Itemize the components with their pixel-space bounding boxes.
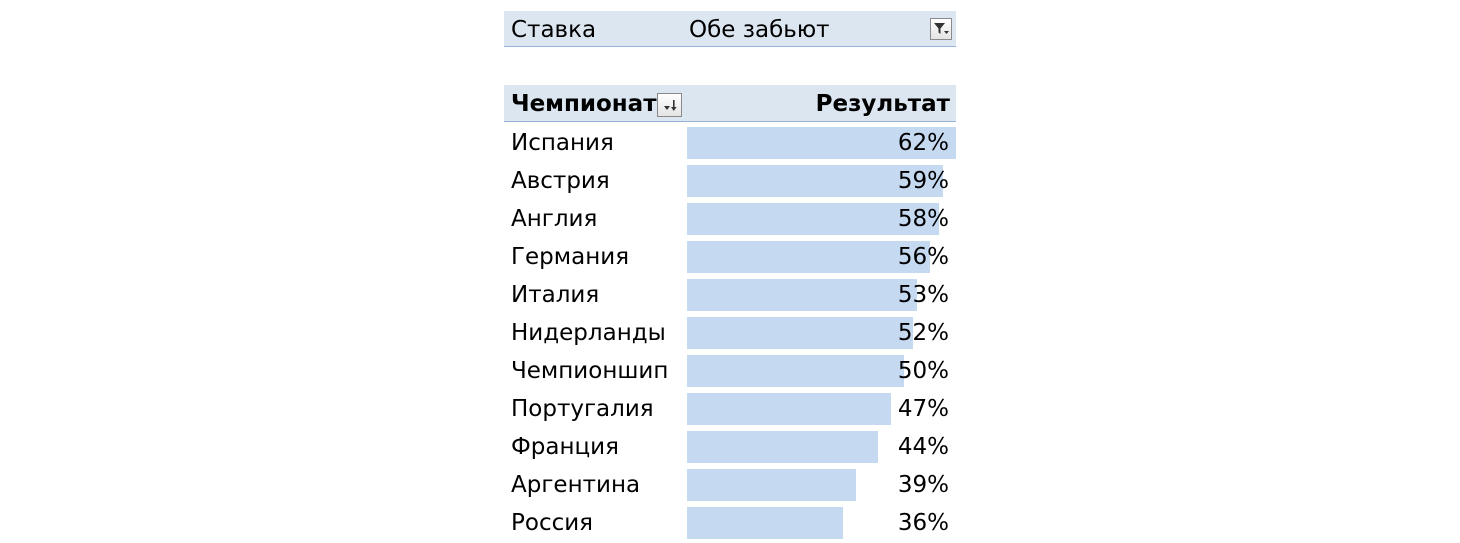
pivot-header-row: Чемпионат Результат [504, 85, 956, 122]
value-label: 44% [897, 434, 949, 460]
category-label: Англия [511, 206, 598, 232]
table-row: Италия 53% [504, 276, 956, 314]
value-label: 39% [897, 472, 949, 498]
category-label: Германия [511, 244, 630, 270]
category-label: Австрия [511, 168, 610, 194]
data-bar [687, 507, 844, 539]
category-label: Нидерланды [511, 320, 666, 346]
filter-icon [934, 23, 949, 34]
data-bar [687, 279, 917, 311]
data-bar [687, 165, 943, 197]
data-bar [687, 431, 878, 463]
category-label: Португалия [511, 396, 654, 422]
value-label: 36% [897, 510, 949, 536]
category-label: Чемпионшип [511, 358, 669, 384]
table-row: Нидерланды 52% [504, 314, 956, 352]
value-label: 52% [897, 320, 949, 346]
category-label: Франция [511, 434, 619, 460]
value-column-header: Результат [815, 91, 950, 117]
report-filter-row: Ставка Обе забьют [504, 11, 956, 47]
table-row: Россия 36% [504, 504, 956, 542]
category-label: Испания [511, 130, 614, 156]
value-label: 58% [897, 206, 949, 232]
table-row: Англия 58% [504, 200, 956, 238]
data-bar [687, 241, 930, 273]
table-row: Португалия 47% [504, 390, 956, 428]
category-label: Аргентина [511, 472, 641, 498]
filter-dropdown-button[interactable] [930, 18, 952, 40]
table-row: Аргентина 39% [504, 466, 956, 504]
value-label: 62% [897, 130, 949, 156]
table-row: Австрия 59% [504, 162, 956, 200]
value-label: 47% [897, 396, 949, 422]
data-bar [687, 469, 857, 501]
data-bar [687, 317, 913, 349]
data-bar [687, 203, 939, 235]
value-label: 53% [897, 282, 949, 308]
sort-dropdown-button[interactable] [657, 93, 682, 117]
table-row: Германия 56% [504, 238, 956, 276]
filter-field-value: Обе забьют [689, 17, 830, 43]
data-bar [687, 355, 904, 387]
table-row: Испания 62% [504, 124, 956, 162]
category-label: Италия [511, 282, 600, 308]
data-bar [687, 127, 956, 159]
table-row: Чемпионшип 50% [504, 352, 956, 390]
filter-field-label: Ставка [511, 17, 597, 43]
category-label: Россия [511, 510, 594, 536]
value-label: 59% [897, 168, 949, 194]
value-label: 50% [897, 358, 949, 384]
table-row: Франция 44% [504, 428, 956, 466]
sort-icon [664, 100, 677, 111]
data-bar [687, 393, 891, 425]
category-column-header: Чемпионат [511, 91, 657, 117]
value-label: 56% [897, 244, 949, 270]
